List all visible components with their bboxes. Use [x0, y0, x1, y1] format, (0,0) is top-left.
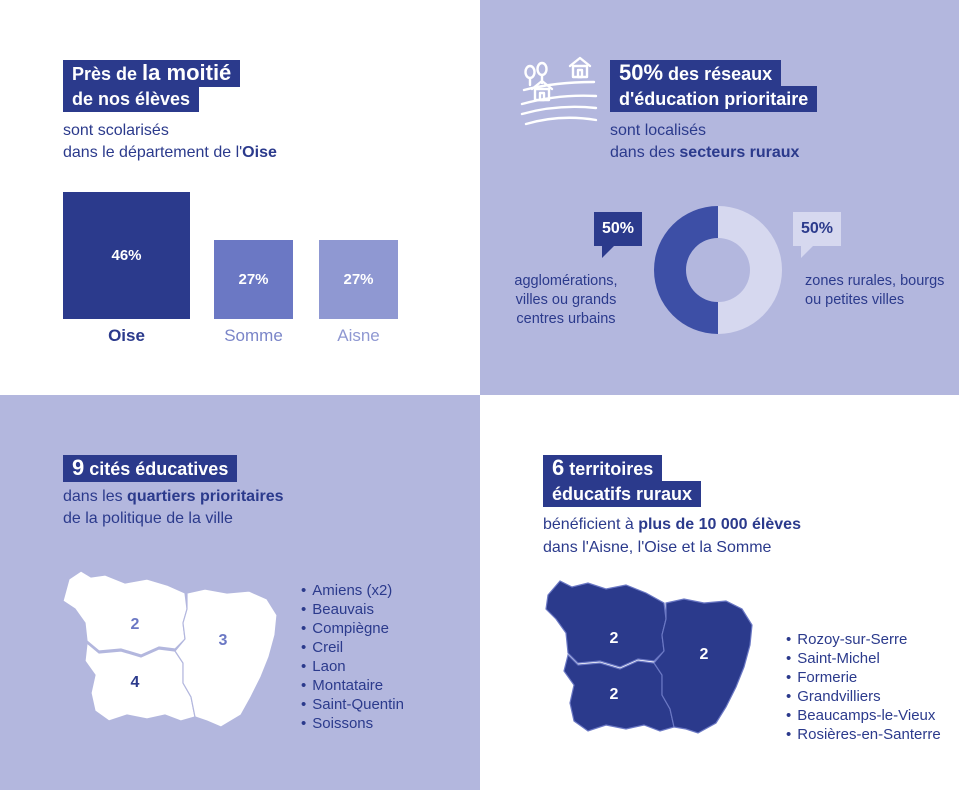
list-item: Laon — [301, 657, 404, 676]
region-map-territoires: 2 2 2 — [545, 580, 753, 734]
list-item: Saint-Quentin — [301, 695, 404, 714]
donut-svg — [654, 206, 782, 334]
map-region-oise — [563, 653, 675, 732]
list-item: Rosières-en-Santerre — [786, 725, 940, 744]
bar-value-label: 46% — [111, 247, 142, 264]
bar-somme: 27% — [214, 240, 293, 319]
list-item: Amiens (x2) — [301, 581, 404, 600]
panel-title-line-1: 50% des réseaux — [610, 60, 782, 87]
panel-title: 9 cités éducatives — [63, 455, 238, 482]
bar-value-label: 27% — [343, 271, 374, 288]
map-region-aisne — [653, 598, 753, 734]
map-label-aisne: 3 — [219, 632, 228, 649]
panel-title-line-2: d'éducation prioritaire — [610, 86, 818, 112]
bar-value-label: 27% — [238, 271, 269, 288]
donut-label-urban: agglomérations, villes ou grands centres… — [514, 273, 618, 327]
map-region-somme — [545, 580, 667, 668]
list-item: Saint-Michel — [786, 649, 941, 668]
map-label-oise: 4 — [131, 674, 140, 691]
rural-networks-panel: 50% des réseaux d'éducation prioritaire … — [480, 0, 959, 395]
donut-slice-rural — [718, 206, 782, 334]
list-item: Beauvais — [301, 600, 404, 619]
list-item: Formerie — [786, 668, 941, 687]
territories-list: Rozoy-sur-SerreSaint-MichelFormerieGrand… — [786, 630, 941, 744]
map-region-somme — [62, 570, 188, 656]
panel-subtitle-line-2: de la politique de la ville — [63, 510, 233, 527]
callout-rural-value: 50% — [793, 212, 841, 246]
callout-urban-value: 50% — [594, 212, 642, 246]
rural-landscape-icon — [520, 56, 598, 126]
map-label-somme: 2 — [131, 616, 140, 633]
panel-title-line-2: éducatifs ruraux — [543, 481, 702, 507]
oise-share-panel: Près de la moitié de nos élèves sont sco… — [0, 0, 480, 395]
map-region-aisne — [174, 588, 278, 728]
list-item: Compiègne — [301, 619, 404, 638]
map-label-oise: 2 — [610, 686, 619, 703]
list-item: Grandvilliers — [786, 687, 941, 706]
callout-pointer — [602, 246, 614, 258]
panel-subtitle-line-1: dans les quartiers prioritaires — [63, 488, 284, 505]
donut-slice-urban — [654, 206, 718, 334]
panel-title-line-1: 6 territoires — [543, 455, 663, 482]
list-item: Beaucamps-le-Vieux — [786, 706, 941, 725]
donut-label-rural: zones rurales, bourgs ou petites villes — [805, 273, 945, 308]
list-item: Montataire — [301, 676, 404, 695]
map-label-somme: 2 — [610, 630, 619, 647]
panel-subtitle-line-1: sont scolarisés — [63, 122, 169, 139]
territoires-ruraux-panel: 6 territoires éducatifs ruraux bénéficie… — [480, 395, 959, 790]
panel-subtitle-line-1: sont localisés — [610, 122, 707, 139]
bar-aisne: 27% — [319, 240, 398, 319]
bar-category-label: Aisne — [337, 326, 380, 345]
map-label-aisne: 2 — [700, 646, 709, 663]
region-map-cites: 2 3 4 — [62, 570, 278, 728]
bar-category-label: Somme — [224, 326, 283, 345]
panel-subtitle-line-2: dans le département de l'Oise — [63, 144, 277, 161]
list-item: Soissons — [301, 714, 404, 733]
bar-category-label: Oise — [108, 326, 145, 345]
cites-educatives-panel: 9 cités éducatives dans les quartiers pr… — [0, 395, 480, 790]
bar-oise: 46% — [63, 192, 190, 319]
panel-subtitle-line-1: bénéficient à plus de 10 000 élèves — [543, 516, 801, 533]
list-item: Rozoy-sur-Serre — [786, 630, 941, 649]
panel-subtitle-line-2: dans l'Aisne, l'Oise et la Somme — [543, 539, 772, 556]
panel-title-line-1: Près de la moitié — [63, 60, 241, 87]
cities-list: Amiens (x2)BeauvaisCompiègneCreilLaonMon… — [301, 581, 404, 733]
panel-title-line-2: de nos élèves — [63, 86, 200, 112]
panel-subtitle-line-2: dans des secteurs ruraux — [610, 144, 800, 161]
map-region-oise — [84, 641, 196, 722]
callout-pointer — [801, 246, 813, 258]
list-item: Creil — [301, 638, 404, 657]
